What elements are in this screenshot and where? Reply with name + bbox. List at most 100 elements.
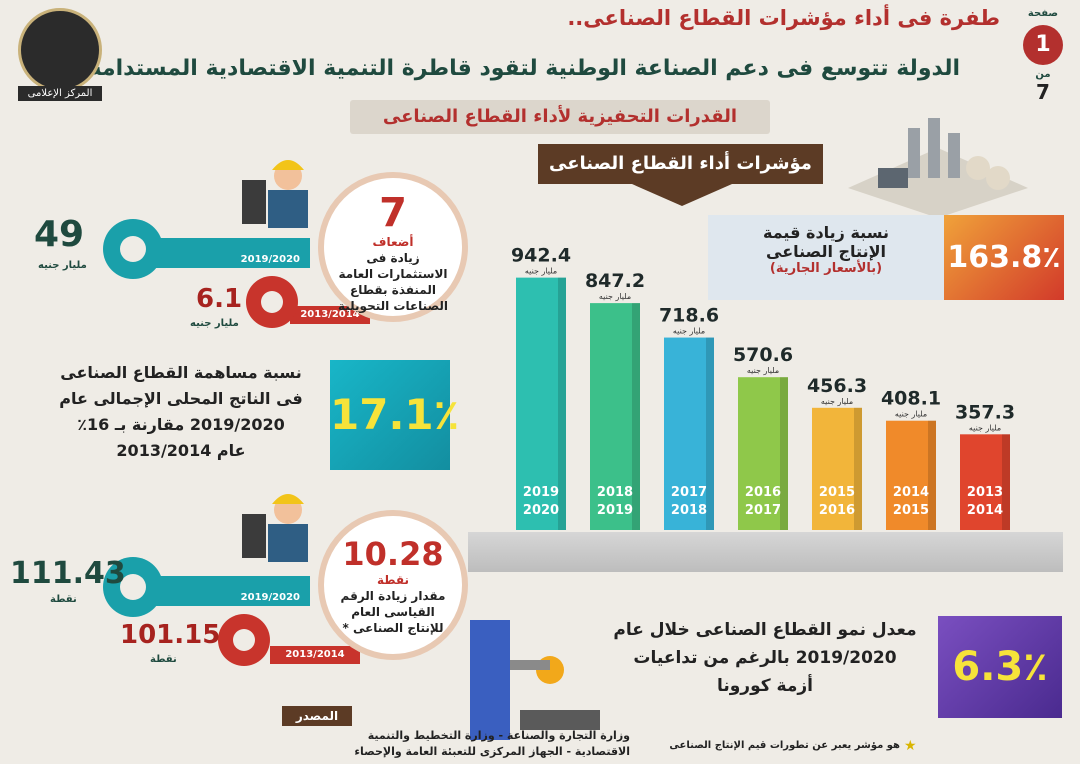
bar-shade-5 bbox=[928, 420, 936, 530]
page-of-label: من bbox=[1035, 69, 1051, 80]
production-line2: الإنتاج الصناعى bbox=[766, 242, 886, 261]
index-circle: 10.28 نقطة مقدار زيادة الرقم القياسى الع… bbox=[318, 510, 468, 660]
bar-unit-label-2: مليار جنيه bbox=[673, 327, 705, 336]
bar-category-label-6-1: 2014 bbox=[967, 503, 1003, 518]
eagle-emblem-icon bbox=[18, 8, 102, 92]
section-title: القدرات التحفيزية لأداء القطاع الصناعى bbox=[350, 100, 770, 134]
bar-category-label-4-0: 2015 bbox=[819, 485, 855, 500]
bar-category-label-0-1: 2020 bbox=[523, 503, 559, 518]
bar-value-label-6: 357.3 bbox=[955, 401, 1015, 423]
index-old-value: 101.15 bbox=[120, 620, 221, 650]
gdp-share-line3: 2019/2020 مقارنة بـ 16٪ bbox=[77, 415, 285, 434]
index-new-value: 111.43 bbox=[10, 556, 126, 591]
investments-new-unit: مليار جنيه bbox=[38, 260, 87, 271]
source-label: المصدر bbox=[282, 706, 352, 726]
bar-category-label-1-1: 2019 bbox=[597, 503, 633, 518]
bar-shade-2 bbox=[706, 337, 714, 530]
bar-value-label-1: 847.2 bbox=[585, 270, 645, 292]
chart-floor bbox=[468, 532, 1063, 572]
bar-unit-label-3: مليار جنيه bbox=[747, 366, 779, 375]
page-total: 7 bbox=[1036, 80, 1050, 104]
page-label: صفحة bbox=[1027, 8, 1059, 19]
production-increase-box: نسبة زيادة قيمة الإنتاج الصناعى (بالأسعا… bbox=[708, 215, 944, 300]
bar-value-label-5: 408.1 bbox=[881, 388, 941, 410]
gdp-share-value: 17.1٪ bbox=[330, 360, 459, 470]
logo-text: المركز الإعلامى bbox=[18, 86, 102, 101]
cabinet-logo: المركز الإعلامى bbox=[18, 8, 102, 118]
page-indicator: صفحة 1 من 7 bbox=[1014, 8, 1072, 128]
bar-value-label-0: 942.4 bbox=[511, 245, 571, 267]
bar-category-label-0-0: 2019 bbox=[523, 485, 559, 500]
gear-icon bbox=[218, 614, 270, 666]
investments-circle-text: زيادة فى الاستثمارات العامة المنفذة بقطا… bbox=[337, 251, 449, 313]
indicators-banner: مؤشرات أداء القطاع الصناعى bbox=[538, 144, 823, 184]
bar-value-label-2: 718.6 bbox=[659, 305, 719, 327]
production-line3: (بالأسعار الجارية) bbox=[769, 261, 883, 276]
index-old-band: 2013/2014 bbox=[270, 646, 360, 664]
source-text: وزارة التجارة والصناعة - وزارة التخطيط و… bbox=[210, 728, 630, 760]
bar-5 bbox=[886, 420, 936, 530]
growth-value: 6.3٪ bbox=[938, 616, 1062, 718]
bar-category-label-2-1: 2018 bbox=[671, 503, 707, 518]
banner-tip bbox=[632, 184, 732, 206]
bar-unit-label-5: مليار جنيه bbox=[895, 410, 927, 419]
star-icon: ★ bbox=[904, 738, 917, 754]
gdp-share-line1: نسبة مساهمة القطاع الصناعى bbox=[60, 363, 302, 382]
worker-icon bbox=[242, 494, 308, 562]
bar-3 bbox=[738, 377, 788, 530]
bar-unit-label-4: مليار جنيه bbox=[821, 397, 853, 406]
bar-shade-3 bbox=[780, 377, 788, 530]
bar-value-label-3: 570.6 bbox=[733, 344, 793, 366]
investments-old-band: 2013/2014 bbox=[290, 306, 370, 324]
investments-circle: 7 أضعاف زيادة فى الاستثمارات العامة المن… bbox=[318, 172, 468, 322]
index-circle-unit: نقطة bbox=[376, 573, 410, 587]
bar-shade-0 bbox=[558, 277, 566, 530]
production-increase-value: 163.8٪ bbox=[944, 215, 1064, 300]
bar-unit-label-0: مليار جنيه bbox=[525, 267, 557, 276]
bar-category-label-3-0: 2016 bbox=[745, 485, 781, 500]
growth-line3: أزمة كورونا bbox=[716, 676, 814, 696]
growth-text: معدل نمو القطاع الصناعى خلال عام 2019/20… bbox=[600, 616, 930, 716]
page-number: 1 bbox=[1023, 25, 1063, 65]
bar-unit-label-1: مليار جنيه bbox=[599, 292, 631, 301]
bar-category-label-6-0: 2013 bbox=[967, 485, 1003, 500]
bar-category-label-3-1: 2017 bbox=[745, 503, 781, 518]
bar-category-label-2-0: 2017 bbox=[671, 485, 707, 500]
investments-new-band: 2019/2020 bbox=[150, 238, 310, 268]
bar-4 bbox=[812, 407, 862, 530]
index-circle-text: مقدار زيادة الرقم القياسى العام للإنتاج … bbox=[340, 589, 446, 635]
worker-icon bbox=[242, 160, 308, 228]
index-old-unit: نقطة bbox=[150, 654, 177, 665]
bar-category-label-5-1: 2015 bbox=[893, 503, 929, 518]
bar-category-label-4-1: 2016 bbox=[819, 503, 855, 518]
bar-category-label-5-0: 2014 bbox=[893, 485, 929, 500]
bar-value-label-4: 456.3 bbox=[807, 375, 867, 397]
growth-line2: 2019/2020 بالرغم من تداعيات bbox=[633, 648, 897, 668]
index-new-year: 2019/2020 bbox=[240, 592, 300, 603]
gdp-share-line4: عام 2013/2014 bbox=[116, 441, 246, 460]
bar-unit-label-6: مليار جنيه bbox=[969, 423, 1001, 432]
bar-6 bbox=[960, 434, 1010, 530]
main-title: طفرة فى أداء مؤشرات القطاع الصناعى.. bbox=[567, 6, 1000, 30]
investments-old-unit: مليار جنيه bbox=[190, 318, 239, 329]
investments-circle-unit: أضعاف bbox=[372, 235, 414, 249]
investments-old-year: 2013/2014 bbox=[300, 309, 360, 320]
bar-2 bbox=[664, 337, 714, 530]
robot-arm-icon bbox=[470, 620, 600, 740]
bar-category-label-1-0: 2018 bbox=[597, 485, 633, 500]
bar-0 bbox=[516, 277, 566, 530]
growth-line1: معدل نمو القطاع الصناعى خلال عام bbox=[613, 620, 917, 640]
gdp-share-line2: فى الناتج المحلى الإجمالى عام bbox=[59, 389, 303, 408]
source-line1: وزارة التجارة والصناعة - وزارة التخطيط و… bbox=[367, 729, 630, 742]
bar-shade-4 bbox=[854, 407, 862, 530]
subtitle: الدولة تتوسع فى دعم الصناعة الوطنية لتقو… bbox=[88, 56, 960, 81]
bar-shade-1 bbox=[632, 303, 640, 530]
factory-icon bbox=[848, 118, 1028, 218]
gdp-share-text: نسبة مساهمة القطاع الصناعى فى الناتج الم… bbox=[36, 360, 326, 470]
investments-new-year: 2019/2020 bbox=[240, 254, 300, 265]
index-new-band: 2019/2020 bbox=[150, 576, 310, 606]
index-new-unit: نقطة bbox=[50, 594, 77, 605]
bar-1 bbox=[590, 303, 640, 530]
footnote: هو مؤشر يعبر عن تطورات قيم الإنتاج الصنا… bbox=[669, 740, 900, 751]
